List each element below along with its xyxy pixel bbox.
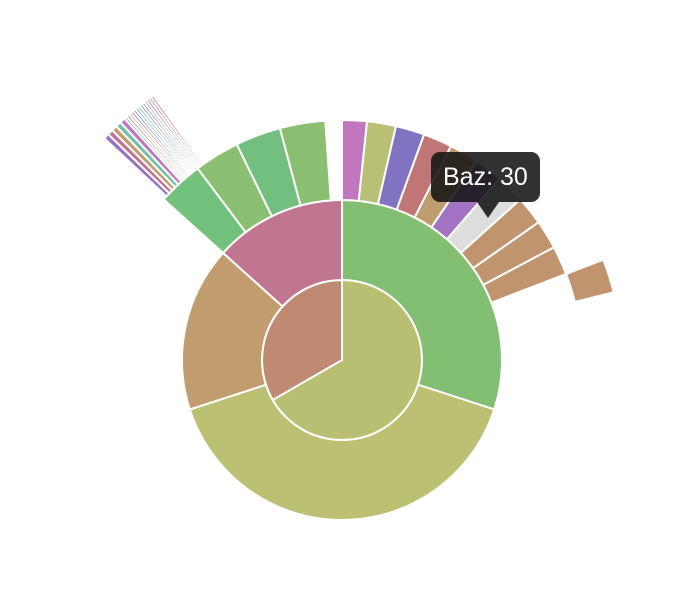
sunburst-ring3-slice-13[interactable] <box>278 119 332 207</box>
sunburst-ring2-slice-1[interactable] <box>188 383 496 521</box>
sunburst-ring4-slice-18[interactable] <box>564 258 615 304</box>
sunburst-ring4-slice-17[interactable] <box>149 94 205 168</box>
tooltip-arrow <box>477 202 499 218</box>
tooltip: Baz: 30 <box>431 152 540 202</box>
sunburst-ring3-slice-9[interactable] <box>481 245 568 304</box>
